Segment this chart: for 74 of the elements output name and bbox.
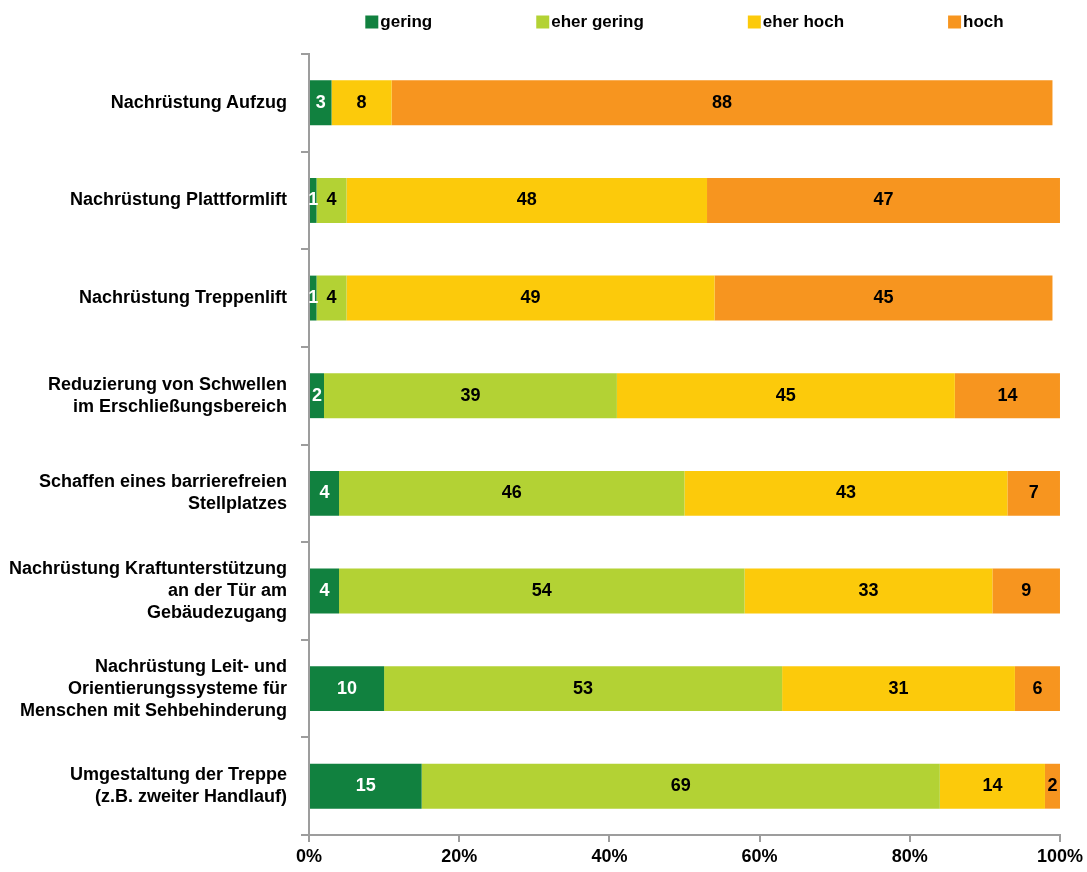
data-label: 46 <box>501 482 522 503</box>
data-label: 4 <box>319 482 330 503</box>
x-tick-label: 20% <box>441 845 478 866</box>
data-label: 33 <box>858 579 879 600</box>
y-tick-label: Nachrüstung Treppenlift <box>78 287 287 308</box>
data-label: 45 <box>873 287 894 308</box>
data-label: 69 <box>670 775 691 796</box>
data-label: 45 <box>775 384 796 405</box>
data-label: 4 <box>326 287 337 308</box>
bar <box>782 666 1015 712</box>
data-label: 14 <box>997 384 1018 405</box>
data-label: 48 <box>516 189 537 210</box>
data-label: 49 <box>520 287 541 308</box>
bar <box>684 470 1008 516</box>
data-label: 9 <box>1021 579 1032 600</box>
data-label: 2 <box>1047 775 1058 796</box>
data-label: 88 <box>712 91 733 112</box>
bar <box>616 373 955 419</box>
bar <box>707 177 1060 223</box>
data-label: 47 <box>873 189 894 210</box>
bar <box>310 568 340 614</box>
bar <box>346 275 715 321</box>
data-label: 8 <box>356 91 367 112</box>
y-tick-label: Nachrüstung Kraftunterstützung an der Tür am Gebäudezugang <box>9 557 287 622</box>
bar <box>339 470 685 516</box>
bar <box>310 666 385 712</box>
data-label: 39 <box>460 384 481 405</box>
x-tick-label: 0% <box>295 845 323 866</box>
bar <box>339 568 745 614</box>
bar <box>391 80 1053 126</box>
bar <box>316 275 347 321</box>
data-label: 43 <box>835 482 856 503</box>
legend-label: hoch <box>963 11 1004 31</box>
legend-label: eher gering <box>551 11 644 31</box>
data-label: 15 <box>355 775 376 796</box>
bar <box>714 275 1053 321</box>
y-tick-label: Umgestaltung der Treppe (z.B. zweiter Handlauf) <box>69 764 287 807</box>
legend-label: eher hoch <box>762 11 845 31</box>
data-label: 14 <box>982 775 1003 796</box>
data-label: 54 <box>531 579 552 600</box>
x-tick-label: 40% <box>591 845 628 866</box>
bar <box>1007 470 1060 516</box>
data-label: 53 <box>573 677 594 698</box>
x-tick-label: 100% <box>1036 845 1083 866</box>
bar <box>421 763 940 809</box>
bar <box>346 177 708 223</box>
data-label: 6 <box>1032 677 1043 698</box>
bar <box>954 373 1060 419</box>
bar <box>939 763 1045 809</box>
y-tick-label: Schaffen eines barrierefreien Stellplatzes <box>38 471 287 514</box>
x-tick-label: 60% <box>741 845 778 866</box>
bar <box>310 470 340 516</box>
bar <box>384 666 783 712</box>
legend-label: gering <box>380 11 433 31</box>
y-tick-label: Nachrüstung Leit- und Orientierungssysteme für Menschen mit Sehbehinderung <box>19 655 287 720</box>
y-tick-label: Nachrüstung Plattformlift <box>69 189 287 210</box>
data-label: 2 <box>312 384 323 405</box>
x-tick-label: 80% <box>891 845 928 866</box>
bar <box>331 80 392 126</box>
bar <box>992 568 1060 614</box>
y-tick-label: Nachrüstung Aufzug <box>110 91 287 112</box>
data-label: 4 <box>326 189 337 210</box>
bar <box>744 568 993 614</box>
bar <box>310 763 422 809</box>
bar <box>1014 666 1060 712</box>
data-label: 4 <box>319 579 330 600</box>
y-tick-label: Reduzierung von Schwellen im Erschließungsbereich <box>47 373 287 416</box>
data-label: 7 <box>1028 482 1039 503</box>
bar <box>324 373 617 419</box>
data-label: 10 <box>337 677 358 698</box>
data-label: 3 <box>315 91 326 112</box>
bar <box>316 177 347 223</box>
data-label: 31 <box>888 677 909 698</box>
bar <box>310 80 332 126</box>
